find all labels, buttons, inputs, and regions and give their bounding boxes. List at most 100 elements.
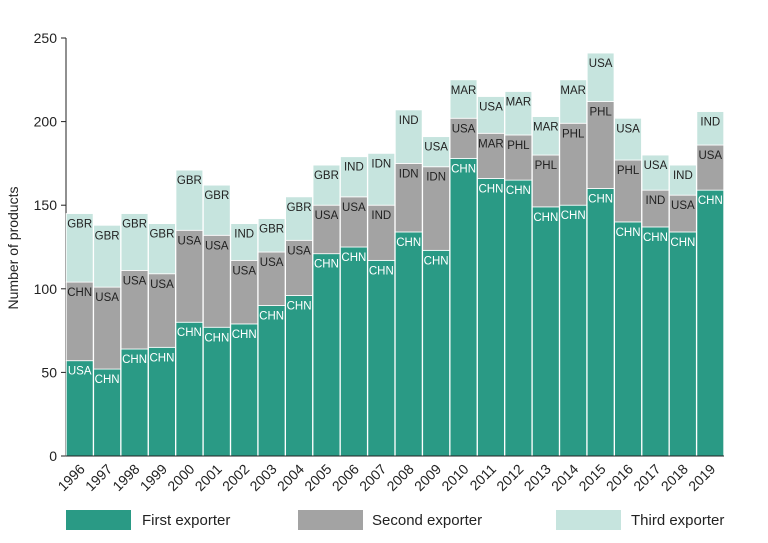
bar-label-second-exporter-1997: USA [95,292,119,304]
bar-segment-first-exporter-2012 [504,179,533,457]
bar-label-third-exporter-2007: IDN [371,158,391,170]
legend-label-first-exporter: First exporter [142,512,230,529]
bar-segment-first-exporter-2007 [367,259,396,457]
bar-label-second-exporter-2019: USA [698,150,722,162]
bar-segment-third-exporter-2011 [477,96,505,134]
bar-label-third-exporter-2015: USA [589,58,613,70]
bar-label-second-exporter-2013: PHL [535,160,558,172]
bar-segment-third-exporter-2015 [586,52,615,102]
bar-segment-second-exporter-2015 [586,101,615,189]
x-tick-label: 2006 [329,461,362,494]
bar-segment-second-exporter-2017 [641,189,670,228]
bar-segment-first-exporter-2015 [586,188,615,457]
x-tick-label: 2012 [493,461,526,494]
bar-segment-first-exporter-2017 [641,226,670,457]
bar-label-second-exporter-2010: USA [452,123,476,135]
legend: First exporter Second exporter Third expor… [66,510,724,530]
bar-segment-first-exporter-2008 [394,231,423,457]
bar-label-first-exporter-2011: CHN [478,183,503,195]
bar-label-first-exporter-1998: CHN [122,354,147,366]
bar-label-second-exporter-2006: USA [342,202,366,214]
bar-segment-first-exporter-2002 [230,323,259,457]
bar-label-first-exporter-2003: CHN [259,311,284,323]
bar-label-third-exporter-2003: GBR [259,224,284,236]
bar-segment-third-exporter-2007 [367,152,396,206]
bar-label-first-exporter-2009: CHN [424,255,449,267]
bar-label-third-exporter-2004: GBR [287,202,312,214]
bar-label-second-exporter-2016: PHL [617,165,640,177]
bar-segment-first-exporter-2014 [559,204,588,457]
x-tick-label: 2018 [658,461,691,494]
bar-label-third-exporter-2008: IND [399,115,419,127]
bar-label-second-exporter-2017: IND [646,195,666,207]
bar-label-second-exporter-2004: USA [287,245,311,257]
bar-label-second-exporter-2007: IND [371,210,391,222]
bar-segment-third-exporter-2013 [531,116,560,156]
bar-segment-third-exporter-2006 [340,156,368,198]
x-tick-label: 2002 [219,461,252,494]
bar-label-first-exporter-1997: CHN [95,374,120,386]
bar-segment-third-exporter-2019 [696,111,725,146]
legend-label-third-exporter: Third exporter [631,512,724,529]
bar-label-first-exporter-2000: CHN [177,327,202,339]
bar-segment-third-exporter-1999 [148,223,176,275]
bar-label-first-exporter-2014: CHN [561,210,586,222]
bar-segment-first-exporter-2001 [202,326,231,457]
bar-label-second-exporter-2018: USA [671,200,695,212]
bars: USACHNGBRCHNUSAGBRCHNUSAGBRCHNUSAGBRCHNU… [65,52,725,457]
bar-label-first-exporter-1999: CHN [149,352,174,364]
bar-label-third-exporter-2005: GBR [314,170,339,182]
bar-label-first-exporter-2008: CHN [396,237,421,249]
bar-segment-second-exporter-2006 [340,196,368,248]
bar-segment-third-exporter-2001 [202,184,231,236]
bar-segment-second-exporter-2002 [230,259,259,325]
bar-label-first-exporter-2017: CHN [643,232,668,244]
bar-label-first-exporter-1996: USA [68,366,92,378]
bar-segment-second-exporter-2000 [175,229,204,323]
legend-label-second-exporter: Second exporter [372,512,482,529]
y-tick-label: 100 [34,281,58,297]
bar-segment-first-exporter-2011 [477,178,505,457]
bar-label-first-exporter-2015: CHN [588,193,613,205]
bar-segment-third-exporter-2005 [312,164,341,206]
bar-label-third-exporter-2011: USA [479,102,503,114]
x-tick-label: 2011 [466,461,499,494]
x-tick-label: 2019 [685,461,718,494]
bar-label-third-exporter-1999: GBR [149,229,174,241]
bar-label-second-exporter-1998: USA [123,275,147,287]
bar-label-third-exporter-2019: IND [700,117,720,129]
x-tick-label: 2010 [438,461,471,494]
x-tick-label: 1997 [82,461,115,494]
y-tick-label: 250 [34,30,58,46]
bar-label-third-exporter-2006: IND [344,162,364,174]
bar-segment-second-exporter-2016 [614,159,642,223]
x-tick-label: 1998 [109,461,142,494]
bar-segment-third-exporter-2014 [559,79,588,124]
bar-label-first-exporter-2006: CHN [341,252,366,264]
bar-label-third-exporter-2009: USA [424,142,448,154]
bar-label-third-exporter-2002: IND [234,229,254,241]
bar-segment-second-exporter-2008 [394,162,423,233]
bar-label-third-exporter-2001: GBR [204,190,229,202]
bar-segment-first-exporter-1999 [148,346,176,457]
bar-segment-second-exporter-2018 [669,194,697,233]
bar-label-second-exporter-2014: PHL [562,128,585,140]
bar-segment-third-exporter-2016 [614,117,642,161]
y-tick-label: 150 [34,197,58,213]
bar-segment-first-exporter-2018 [669,231,697,457]
bar-label-first-exporter-2010: CHN [451,163,476,175]
bar-label-second-exporter-2002: USA [232,265,256,277]
legend-swatch-first-exporter [66,510,131,530]
x-tick-label: 2003 [246,461,279,494]
bar-label-first-exporter-2012: CHN [506,185,531,197]
y-tick-label: 0 [49,448,57,464]
bar-segment-second-exporter-1997 [93,286,121,370]
bar-label-third-exporter-2014: MAR [560,85,586,97]
bar-segment-third-exporter-2018 [669,164,697,196]
bar-label-third-exporter-1996: GBR [67,219,92,231]
x-tick-label: 2005 [301,461,334,494]
bar-label-first-exporter-2007: CHN [369,265,394,277]
bar-label-second-exporter-2003: USA [260,257,284,269]
x-tick-label: 2015 [575,461,608,494]
y-axis-label: Number of products [5,187,21,310]
